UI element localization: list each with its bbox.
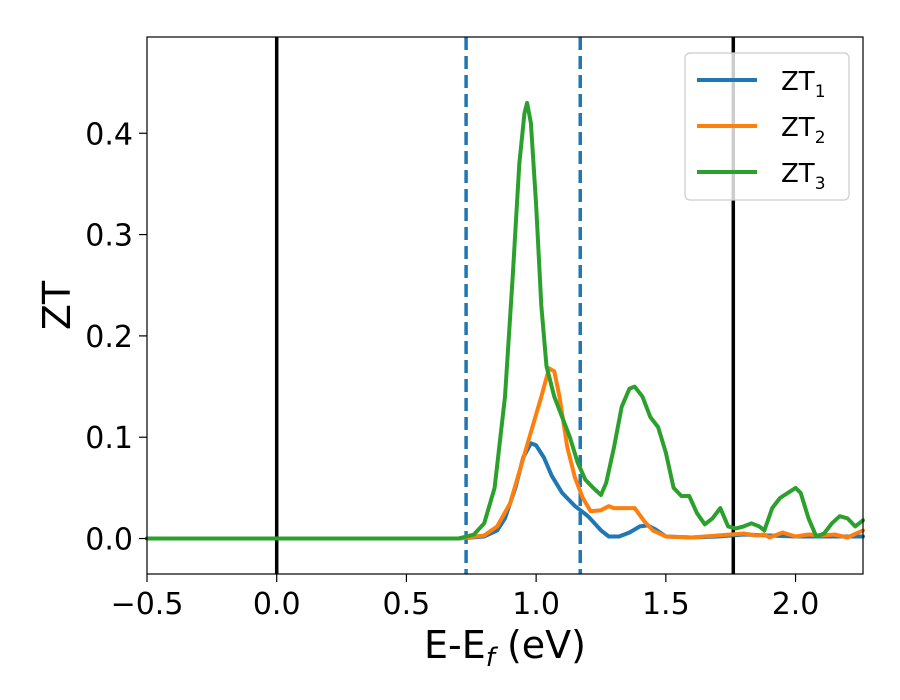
y-tick-label: 0.0 <box>85 523 133 558</box>
series-line-2 <box>145 366 865 541</box>
y-tick-label: 0.4 <box>85 117 133 152</box>
y-axis-title: ZT <box>35 280 79 330</box>
y-tick-label: 0.1 <box>85 421 133 456</box>
legend-label-sub: 1 <box>815 82 826 102</box>
series-line-3 <box>145 100 865 541</box>
x-tick-label: 1.5 <box>642 587 690 622</box>
legend-label-1: ZT1 <box>781 67 826 102</box>
x-tick-label: 1.0 <box>512 587 560 622</box>
x-axis-title: E-Ef (eV) <box>424 623 586 673</box>
legend-label-main: ZT <box>781 67 815 97</box>
legend-label-sub: 3 <box>815 174 826 194</box>
legend-box <box>684 52 850 201</box>
plot-frame <box>146 36 864 575</box>
x-tick-label: 0.0 <box>253 587 301 622</box>
legend-label-sub: 2 <box>815 128 826 148</box>
legend-label-main: ZT <box>781 159 815 189</box>
x-tick-label: 0.5 <box>383 587 431 622</box>
y-tick-label: 0.2 <box>85 320 133 355</box>
x-axis: −0.5 0.0 0.5 1.0 1.5 2.0 <box>111 574 820 622</box>
y-axis: 0.0 0.1 0.2 0.3 0.4 <box>85 117 147 558</box>
legend-label-main: ZT <box>781 113 815 143</box>
legend-label-3: ZT3 <box>781 159 826 194</box>
x-tick-label: 2.0 <box>772 587 820 622</box>
reference-lines <box>274 37 736 574</box>
y-tick-label: 0.3 <box>85 219 133 254</box>
x-axis-title-tail: (eV) <box>495 623 586 667</box>
legend-label-2: ZT2 <box>781 113 826 148</box>
x-tick-label: −0.5 <box>111 587 184 622</box>
series-lines <box>145 100 865 541</box>
x-axis-title-main: E-E <box>424 623 486 667</box>
